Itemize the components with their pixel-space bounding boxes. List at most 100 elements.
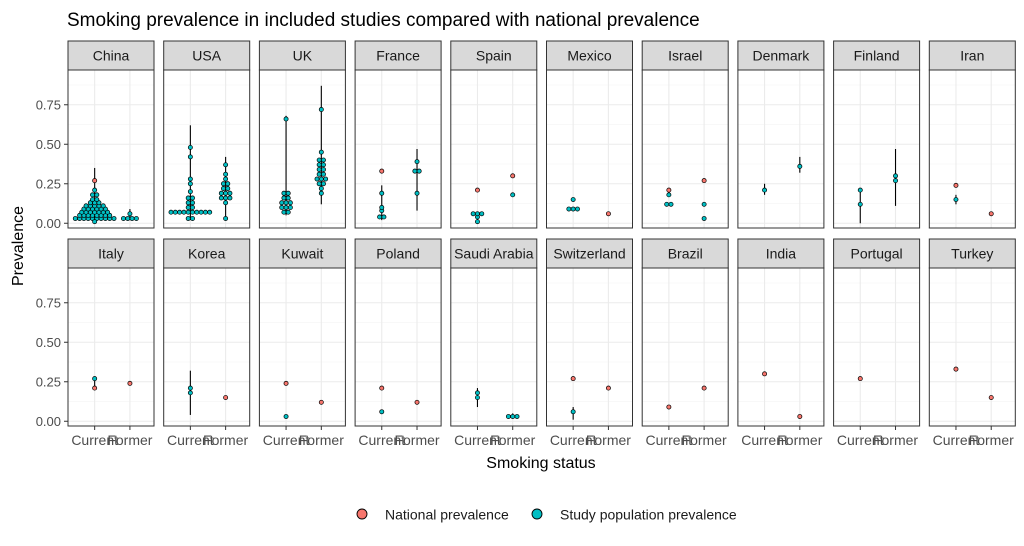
- study-point: [285, 195, 291, 201]
- study-point: [72, 216, 78, 221]
- national-point: [605, 385, 611, 391]
- study-point: [283, 200, 289, 206]
- x-tick-label: Former: [299, 432, 344, 448]
- national-point: [953, 182, 959, 188]
- study-point: [187, 176, 193, 182]
- study-point: [287, 205, 293, 210]
- national-point: [666, 187, 672, 193]
- national-point: [857, 376, 863, 382]
- panel-iran: Iran: [928, 40, 1016, 229]
- study-point: [127, 211, 133, 217]
- study-point: [185, 205, 191, 210]
- study-point: [316, 181, 322, 187]
- x-tick-label: Current: [550, 432, 597, 448]
- facet-label: Finland: [854, 48, 900, 64]
- study-point: [94, 197, 100, 203]
- study-point: [279, 205, 285, 210]
- panel-border: [546, 267, 633, 427]
- study-point: [475, 219, 480, 225]
- study-point: [190, 209, 195, 215]
- study-point: [92, 187, 98, 193]
- study-point: [505, 414, 511, 419]
- study-point: [185, 195, 191, 201]
- x-tick-label: Former: [203, 432, 248, 448]
- study-point: [664, 201, 670, 207]
- facet-strip: [641, 40, 729, 71]
- study-point: [223, 162, 229, 168]
- facet-strip: [163, 238, 251, 269]
- study-point: [187, 154, 193, 160]
- y-axis-title: Prevalence: [10, 206, 27, 286]
- study-point: [283, 414, 289, 419]
- study-point: [111, 216, 117, 221]
- legend-key-national: [356, 508, 368, 520]
- study-point: [414, 159, 420, 165]
- panel-border: [833, 267, 921, 427]
- panel-background: [450, 268, 537, 426]
- study-point: [185, 200, 191, 206]
- study-point: [218, 195, 224, 201]
- study-point: [223, 176, 229, 182]
- study-point: [187, 390, 193, 396]
- study-point: [314, 176, 320, 182]
- study-point: [125, 216, 131, 221]
- panel-border: [163, 267, 251, 427]
- national-point: [92, 385, 98, 391]
- panel-border: [258, 267, 346, 427]
- study-point: [185, 209, 191, 215]
- study-point: [570, 409, 576, 415]
- panel-background: [929, 268, 1016, 426]
- national-point: [127, 380, 133, 386]
- national-point: [701, 178, 707, 184]
- panel-background: [642, 268, 729, 426]
- y-tick-label: 0.00: [36, 414, 61, 429]
- study-point: [514, 414, 520, 419]
- study-point: [318, 186, 324, 191]
- panel-background: [259, 268, 346, 426]
- study-point: [92, 376, 98, 382]
- facet-label: Spain: [476, 48, 512, 64]
- panel-background: [68, 268, 154, 426]
- y-tick-label: 0.75: [36, 295, 61, 310]
- x-tick-label: Current: [71, 432, 118, 448]
- national-point: [283, 380, 289, 386]
- study-point: [379, 190, 385, 196]
- study-point: [701, 201, 707, 207]
- study-point: [187, 144, 193, 150]
- study-point: [475, 390, 480, 396]
- study-point: [100, 203, 106, 209]
- national-point: [510, 173, 516, 179]
- y-tick-label: 0.50: [36, 335, 61, 350]
- study-point: [857, 187, 863, 193]
- national-point: [605, 211, 611, 217]
- study-point: [223, 190, 229, 196]
- facet-panels: China 0.00 0.25 0.50 0.75 USA UK France Spain Mex…: [36, 40, 1016, 448]
- facet-label: Mexico: [567, 48, 612, 64]
- study-point: [177, 209, 183, 215]
- national-point: [701, 385, 707, 391]
- study-point: [762, 187, 768, 193]
- panel-border: [450, 69, 538, 229]
- study-point: [92, 219, 98, 225]
- panel-france: France: [354, 40, 442, 229]
- study-point: [129, 216, 135, 221]
- national-point: [379, 385, 385, 391]
- panel-border: [641, 69, 729, 229]
- panel-border: [737, 267, 825, 427]
- facet-label: Portugal: [851, 246, 903, 262]
- study-point: [318, 107, 324, 112]
- x-tick-label: Former: [586, 432, 631, 448]
- panel-border: [450, 267, 538, 427]
- study-point: [194, 209, 200, 215]
- study-point: [227, 195, 233, 201]
- chart-title: Smoking prevalence in included studies c…: [67, 10, 700, 31]
- panel-background: [546, 268, 633, 426]
- study-point: [227, 190, 233, 196]
- panel-background: [546, 70, 633, 228]
- panel-usa: USA: [163, 40, 251, 229]
- study-point: [187, 189, 193, 195]
- national-point: [988, 395, 994, 401]
- legend-key-study: [531, 508, 543, 520]
